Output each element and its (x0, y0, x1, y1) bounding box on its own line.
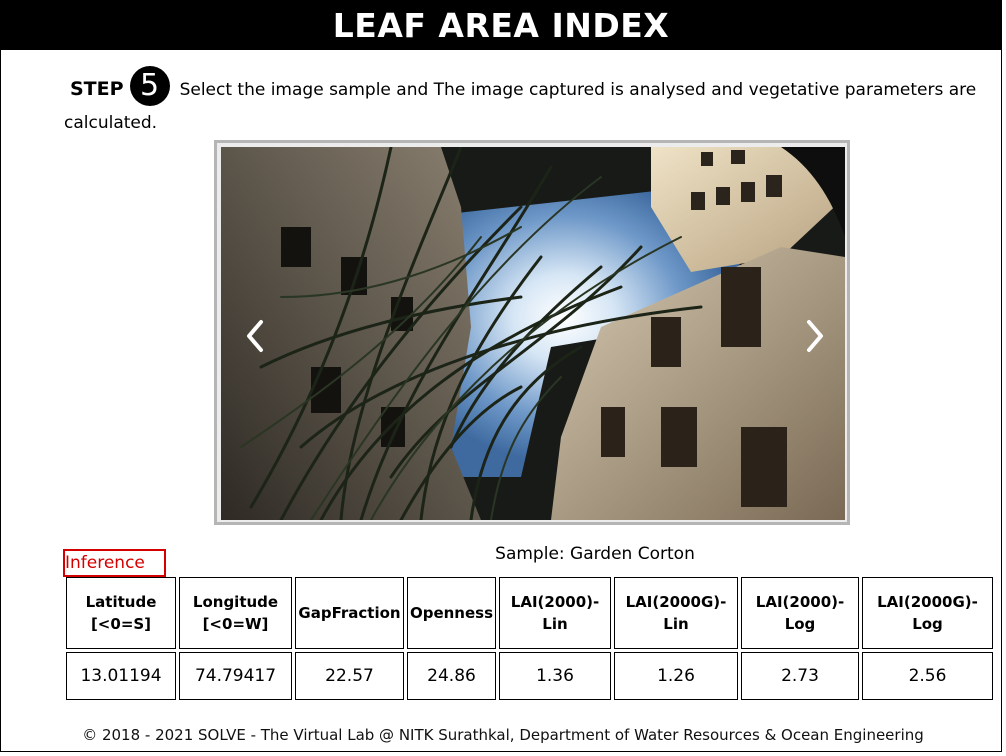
chevron-right-icon (807, 320, 823, 352)
table-row: 13.01194 74.79417 22.57 24.86 1.36 1.26 … (66, 652, 993, 700)
footer-copyright: © 2018 - 2021 SOLVE - The Virtual Lab @ … (82, 726, 924, 744)
inference-link[interactable]: Inference (63, 549, 166, 577)
cell-gapfraction: 22.57 (295, 652, 404, 700)
step-instruction: STEP 5 Select the image sample and The ima… (64, 66, 984, 137)
carousel-next-button[interactable] (803, 318, 827, 354)
cell-lai2000-lin: 1.36 (499, 652, 611, 700)
col-header-gapfraction: GapFraction (295, 577, 404, 649)
col-header-lai2000g-log: LAI(2000G)- Log (862, 577, 993, 649)
cell-lai2000g-lin: 1.26 (614, 652, 738, 700)
col-header-longitude: Longitude [<0=W] (179, 577, 292, 649)
table-header-row: Latitude [<0=S] Longitude [<0=W] GapFracti… (66, 577, 993, 649)
cell-latitude: 13.01194 (66, 652, 176, 700)
col-header-lai2000g-lin: LAI(2000G)- Lin (614, 577, 738, 649)
col-header-latitude: Latitude [<0=S] (66, 577, 176, 649)
col-header-openness: Openness (407, 577, 496, 649)
fisheye-canopy-image (221, 147, 845, 520)
step-number-badge: 5 (129, 66, 170, 106)
col-header-lai2000-log: LAI(2000)- Log (741, 577, 859, 649)
image-carousel (214, 140, 850, 525)
cell-lai2000-log: 2.73 (741, 652, 859, 700)
page-title: LEAF AREA INDEX (0, 0, 1002, 50)
step-text: Select the image sample and The image ca… (64, 80, 977, 133)
step-label: STEP (70, 78, 124, 100)
col-header-lai2000-lin: LAI(2000)- Lin (499, 577, 611, 649)
cell-longitude: 74.79417 (179, 652, 292, 700)
cell-openness: 24.86 (407, 652, 496, 700)
chevron-left-icon (247, 320, 263, 352)
results-table: Latitude [<0=S] Longitude [<0=W] GapFracti… (63, 574, 996, 703)
sample-name: Sample: Garden Corton (495, 544, 695, 564)
carousel-prev-button[interactable] (243, 318, 267, 354)
cell-lai2000g-log: 2.56 (862, 652, 993, 700)
